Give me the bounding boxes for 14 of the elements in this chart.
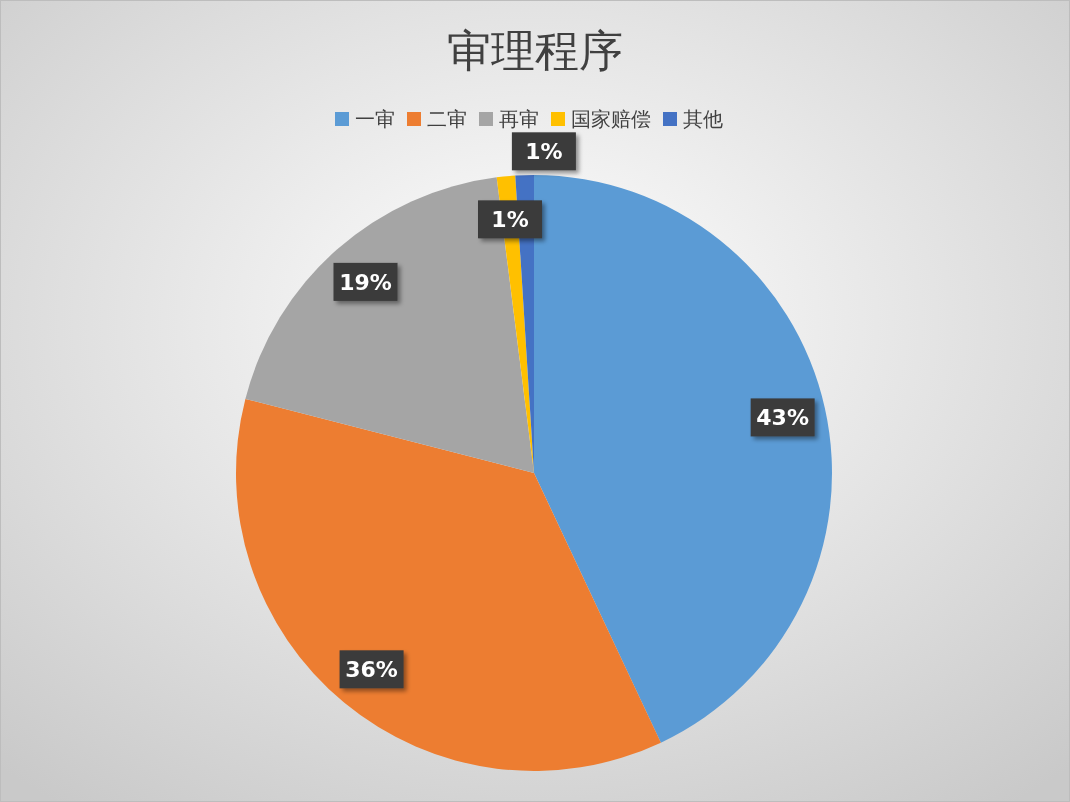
legend-label: 二审 xyxy=(427,107,467,131)
data-label: 1% xyxy=(491,207,529,233)
legend-label: 其他 xyxy=(683,107,723,131)
chart-title: 审理程序 xyxy=(447,25,623,76)
pie-slice xyxy=(245,177,534,473)
data-label: 43% xyxy=(756,405,809,431)
legend-label: 一审 xyxy=(355,107,395,131)
data-label: 36% xyxy=(345,657,398,683)
pie-slice xyxy=(236,398,661,771)
data-label: 1% xyxy=(525,139,563,165)
data-label: 19% xyxy=(339,269,392,295)
legend-label: 国家赔偿 xyxy=(571,107,651,131)
legend-label: 再审 xyxy=(499,107,539,131)
pie-slice xyxy=(534,175,832,743)
